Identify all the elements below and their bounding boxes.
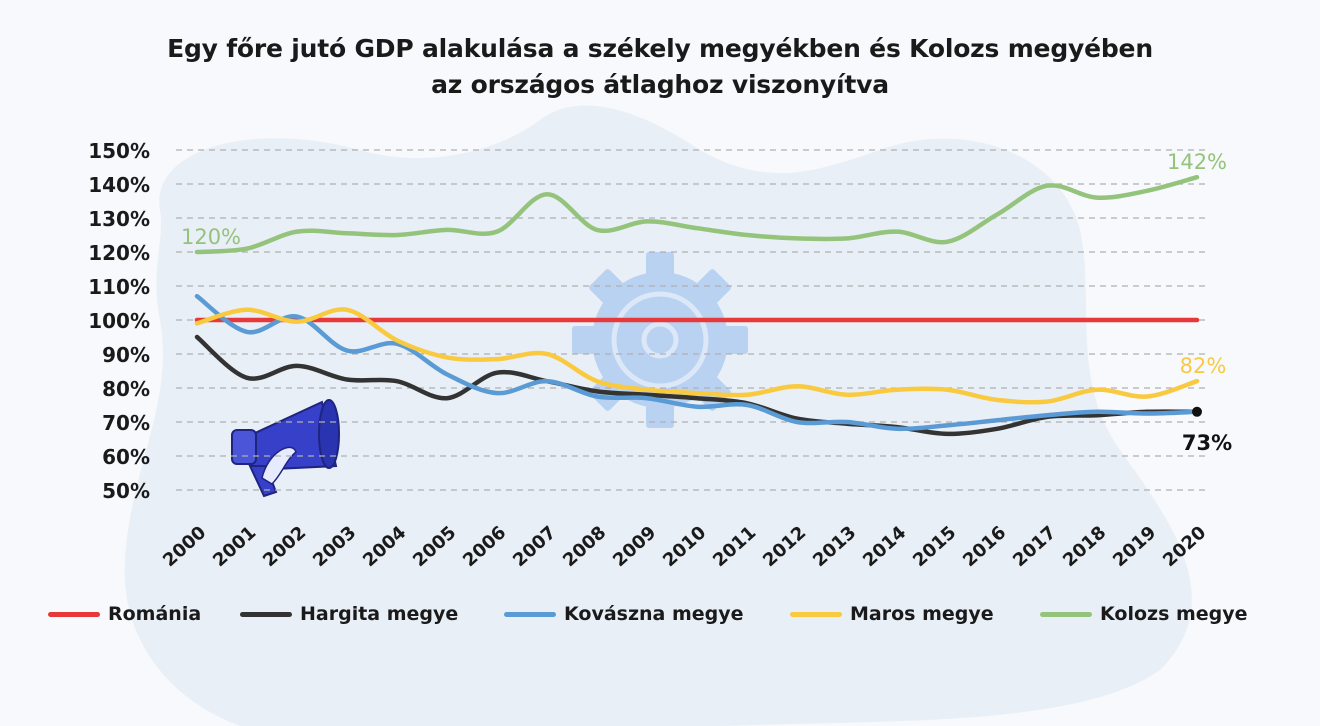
data-labels: 120% 142% 82% 73% bbox=[181, 150, 1232, 455]
series-line-kov-szna-megye bbox=[194, 293, 1200, 432]
series-end-point bbox=[1192, 406, 1202, 417]
data-label: 73% bbox=[1182, 431, 1232, 455]
legend-label: Hargita megye bbox=[300, 603, 459, 625]
data-label: 82% bbox=[1180, 354, 1227, 378]
legend-label: Kolozs megye bbox=[1100, 603, 1248, 625]
chart-subtitle: az országos átlaghoz viszonyítva bbox=[431, 70, 889, 99]
y-tick-label: 80% bbox=[102, 377, 150, 401]
data-label: 120% bbox=[181, 225, 241, 249]
series-lines bbox=[194, 174, 1202, 437]
y-tick-label: 120% bbox=[88, 241, 150, 265]
legend-item-romania: Románia bbox=[48, 598, 201, 630]
y-tick-label: 50% bbox=[102, 479, 150, 503]
y-tick-label: 70% bbox=[102, 411, 150, 435]
y-axis: 50% 60% 70% 80% 90% 100% 110% 120% 130% 140% 150% bbox=[88, 139, 150, 503]
y-tick-label: 110% bbox=[88, 275, 150, 299]
legend-swatch bbox=[240, 611, 292, 617]
legend-item-kolozs: Kolozs megye bbox=[1040, 598, 1248, 630]
legend-label: Románia bbox=[108, 603, 202, 625]
legend-item-kovaszna: Kovászna megye bbox=[504, 598, 744, 630]
grid-lines bbox=[176, 149, 1210, 491]
legend-swatch bbox=[504, 611, 556, 617]
y-tick-label: 60% bbox=[102, 445, 150, 469]
y-tick-label: 140% bbox=[88, 173, 150, 197]
y-tick-label: 90% bbox=[102, 343, 150, 367]
legend-label: Maros megye bbox=[850, 603, 994, 625]
legend: Románia Hargita megye Kovászna megye Mar… bbox=[0, 598, 1320, 630]
legend-label: Kovászna megye bbox=[564, 603, 744, 625]
legend-item-maros: Maros megye bbox=[790, 598, 994, 630]
series-line-hargita-megye bbox=[194, 334, 1200, 437]
legend-item-hargita: Hargita megye bbox=[240, 598, 458, 630]
chart-title: Egy főre jutó GDP alakulása a székely me… bbox=[167, 34, 1153, 63]
legend-swatch bbox=[48, 611, 100, 617]
megaphone-icon bbox=[231, 399, 340, 498]
y-tick-label: 150% bbox=[88, 139, 150, 163]
y-tick-label: 100% bbox=[88, 309, 150, 333]
data-label: 142% bbox=[1167, 150, 1227, 174]
y-tick-label: 130% bbox=[88, 207, 150, 231]
legend-swatch bbox=[790, 611, 842, 617]
series-line-kolozs-megye bbox=[194, 174, 1200, 255]
series-line-maros-megye bbox=[194, 307, 1200, 405]
legend-swatch bbox=[1040, 611, 1092, 617]
